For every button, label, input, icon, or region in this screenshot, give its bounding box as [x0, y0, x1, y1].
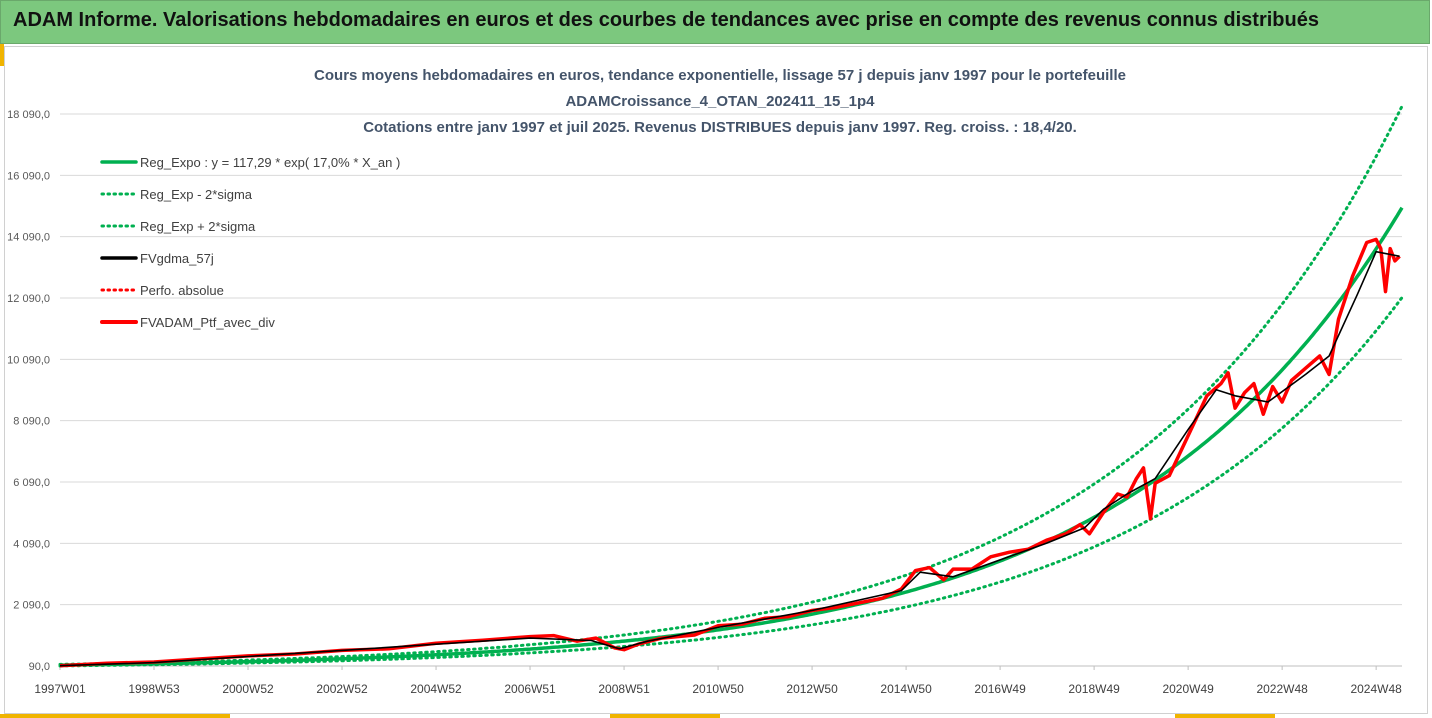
legend-label: Perfo. absolue: [140, 283, 224, 298]
series-fvgdma-57j: [59, 250, 1400, 667]
page-header-title: ADAM Informe. Valorisations hebdomadaire…: [13, 9, 1319, 31]
legend-label: Reg_Expo : y = 117,29 * exp( 17,0% * X_a…: [140, 155, 400, 170]
chart-title-line-3: Cotations entre janv 1997 et juil 2025. …: [363, 119, 1077, 136]
x-tick-label: 2012W50: [786, 682, 838, 696]
x-tick-label: 2010W50: [692, 682, 744, 696]
y-tick-label: 90,0: [29, 661, 50, 673]
y-tick-label: 4 090,0: [13, 538, 50, 550]
series-fvadam-ptf-avec-div: [59, 237, 1401, 668]
x-tick-label: 2020W49: [1162, 682, 1214, 696]
x-tick-label: 2014W50: [880, 682, 932, 696]
axis-layer: 90,0 2 090,0 4 090,0 6 090,0 8 090,0 10 090,0…: [7, 109, 1402, 696]
legend-label: FVADAM_Ptf_avec_div: [140, 315, 275, 330]
chart-title: Cours moyens hebdomadaires en euros, ten…: [314, 67, 1126, 136]
accent-bar-left: [0, 44, 4, 66]
legend-label: Reg_Exp + 2*sigma: [140, 219, 256, 234]
chart-title-line-1: Cours moyens hebdomadaires en euros, ten…: [314, 67, 1126, 84]
x-tick-label: 1998W53: [128, 682, 180, 696]
y-tick-label: 10 090,0: [7, 354, 50, 366]
grid-layer: [60, 113, 1402, 667]
legend: Reg_Expo : y = 117,29 * exp( 17,0% * X_a…: [100, 155, 400, 330]
y-tick-label: 16 090,0: [7, 170, 50, 182]
y-tick-label: 14 090,0: [7, 232, 50, 244]
chart-title-line-2: ADAMCroissance_4_OTAN_202411_15_1p4: [565, 93, 875, 110]
x-tick-label: 2008W51: [598, 682, 650, 696]
legend-label: FVgdma_57j: [140, 251, 214, 266]
x-tick-label: 2016W49: [974, 682, 1026, 696]
x-tick-label: 2004W52: [410, 682, 462, 696]
series-reg-expo: [59, 206, 1404, 667]
x-tick-label: 2024W48: [1350, 682, 1402, 696]
accent-bar-bottom-mid: [610, 714, 720, 718]
x-tick-label: 2000W52: [222, 682, 274, 696]
x-tick-label: 2006W51: [504, 682, 556, 696]
accent-bar-bottom-right: [1175, 714, 1275, 718]
x-tick-label: 2022W48: [1256, 682, 1308, 696]
series-reg-exp-plus-2sigma: [58, 104, 1404, 666]
chart-frame: [4, 46, 1428, 714]
y-tick-label: 6 090,0: [13, 477, 50, 489]
x-tick-label: 1997W01: [34, 682, 86, 696]
x-tick-label: 2002W52: [316, 682, 368, 696]
x-tick-label: 2018W49: [1068, 682, 1120, 696]
y-tick-label: 18 090,0: [7, 109, 50, 121]
legend-label: Reg_Exp - 2*sigma: [140, 187, 253, 202]
y-tick-label: 8 090,0: [13, 416, 50, 428]
y-tick-label: 2 090,0: [13, 600, 50, 612]
accent-bar-bottom-left: [0, 714, 230, 718]
page-header: ADAM Informe. Valorisations hebdomadaire…: [0, 0, 1430, 44]
y-tick-label: 12 090,0: [7, 293, 50, 305]
series-layer: [58, 104, 1404, 668]
